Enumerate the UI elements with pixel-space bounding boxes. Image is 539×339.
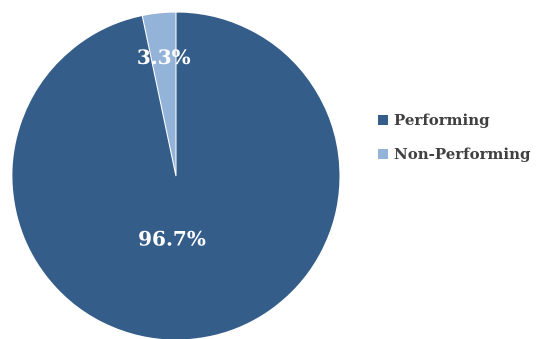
- chart-legend: Performing Non-Performing: [378, 108, 538, 176]
- pie-slice-non-performing: [141, 11, 177, 177]
- pie-slice-performing: [11, 11, 341, 339]
- pie-slices: [11, 11, 341, 339]
- data-label-performing: 96.7%: [138, 227, 206, 251]
- legend-item-non-performing: Non-Performing: [378, 142, 538, 166]
- legend-label-performing: Performing: [394, 111, 490, 129]
- pie-data-labels: 96.7% 3.3%: [137, 45, 206, 250]
- data-label-non-performing: 3.3%: [137, 45, 191, 69]
- legend-label-non-performing: Non-Performing: [394, 145, 531, 163]
- legend-item-performing: Performing: [378, 108, 538, 132]
- legend-swatch-performing: [378, 115, 388, 125]
- legend-swatch-non-performing: [378, 149, 388, 159]
